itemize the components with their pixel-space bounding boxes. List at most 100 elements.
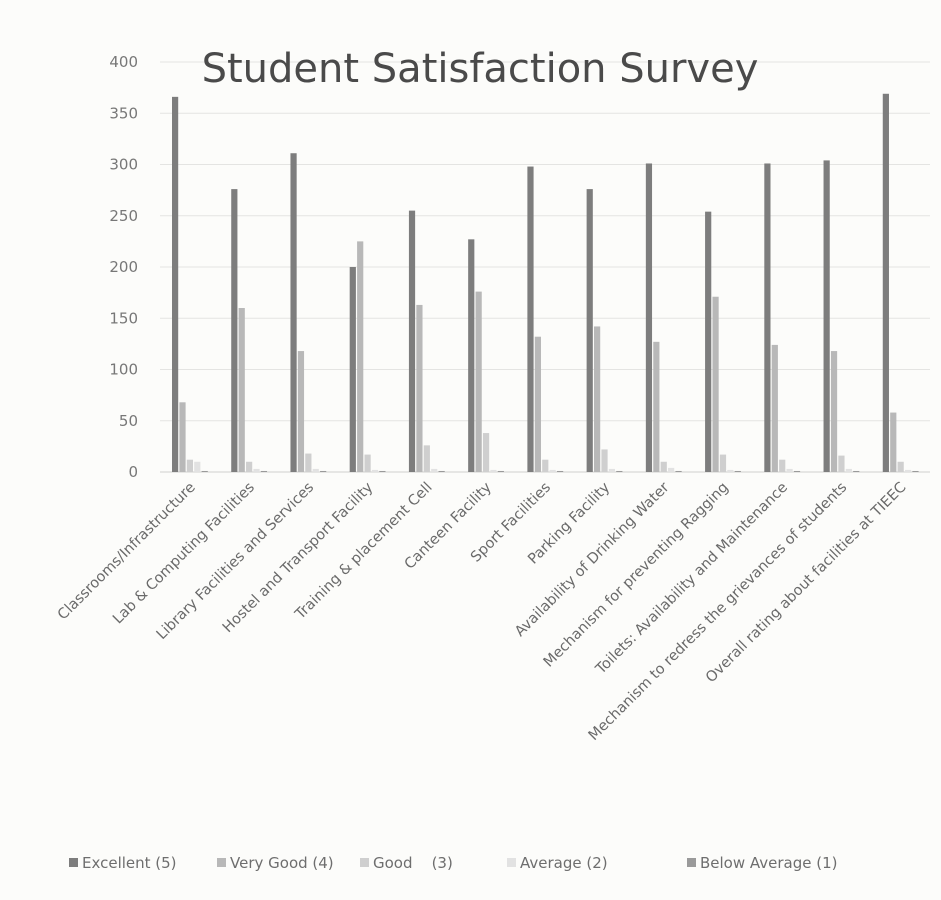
bar (897, 461, 904, 472)
legend-label: Excellent (5) (82, 854, 177, 872)
bar-group (645, 163, 682, 472)
bar (475, 291, 482, 472)
legend-item: Excellent (5) (69, 854, 177, 872)
legend-swatch (217, 858, 226, 867)
bar (771, 344, 778, 472)
bar (172, 96, 179, 472)
bar (786, 468, 793, 472)
y-tick-label: 150 (109, 309, 138, 327)
bar (371, 469, 379, 472)
bar (238, 308, 245, 472)
bar (764, 163, 771, 472)
y-tick-label: 350 (109, 104, 138, 122)
bar (231, 189, 238, 472)
bar (312, 468, 319, 472)
bar (830, 351, 838, 472)
bar (534, 336, 541, 472)
bar (823, 160, 830, 472)
bar (423, 445, 430, 472)
bar (408, 210, 416, 472)
gridlines (160, 61, 930, 473)
bar (653, 341, 660, 472)
bar (793, 470, 801, 472)
bar (260, 470, 268, 472)
legend-label: Very Good (4) (230, 854, 334, 872)
bar (468, 239, 475, 472)
legend: Excellent (5) Very Good (4) Good (3) Averag… (69, 854, 838, 872)
bar (179, 402, 186, 472)
bar (490, 469, 497, 472)
bar (542, 459, 549, 472)
bar (246, 461, 253, 472)
bar-group (764, 163, 801, 472)
bar (845, 468, 852, 472)
bar (364, 454, 371, 472)
bar (616, 470, 623, 472)
bar (608, 468, 616, 472)
bar (379, 470, 386, 472)
y-tick-label: 250 (109, 207, 138, 225)
bar-group (349, 241, 386, 472)
y-tick-label: 300 (109, 156, 138, 174)
bar (482, 433, 490, 472)
bar (779, 459, 786, 472)
legend-item: Good (3) (360, 854, 453, 872)
bar-group (586, 189, 623, 472)
bar-group (527, 166, 564, 473)
chart-title: Student Satisfaction Survey (202, 46, 759, 92)
bar (853, 470, 860, 472)
legend-label: Average (2) (520, 854, 608, 872)
y-axis-ticks: 0 50 100 150 200 250 300 350 400 (109, 53, 138, 481)
bar (660, 461, 667, 472)
bar (645, 163, 653, 472)
bar (882, 93, 889, 473)
bar (320, 470, 327, 472)
legend-item: Below Average (1) (687, 854, 838, 872)
y-tick-label: 400 (109, 53, 138, 71)
y-tick-label: 0 (128, 463, 138, 481)
bar-group (823, 160, 860, 472)
y-tick-label: 200 (109, 258, 138, 276)
y-tick-label: 100 (109, 361, 138, 379)
bar-group (468, 239, 504, 472)
bar (586, 189, 593, 472)
bar (305, 453, 312, 472)
legend-swatch (687, 858, 696, 867)
bar (556, 470, 564, 472)
bar (438, 470, 445, 472)
legend-label: Good (3) (373, 854, 453, 872)
legend-item: Average (2) (507, 854, 608, 872)
bar (527, 166, 534, 473)
y-tick-label: 50 (119, 412, 138, 430)
bar (705, 211, 712, 472)
bar (727, 469, 734, 472)
legend-item: Very Good (4) (217, 854, 334, 872)
legend-swatch (69, 858, 78, 867)
bar-group (705, 211, 741, 472)
bar (431, 468, 438, 472)
bar (297, 351, 305, 472)
bar (668, 467, 675, 472)
bar (290, 153, 297, 472)
legend-label: Below Average (1) (700, 854, 838, 872)
bar (357, 241, 364, 472)
bar (349, 267, 356, 472)
legend-swatch (507, 858, 516, 867)
bar (497, 470, 504, 472)
bar (719, 454, 727, 472)
bar-group (172, 96, 208, 472)
bar (890, 412, 897, 472)
bar-group (290, 153, 327, 472)
bar (912, 470, 919, 472)
bar (601, 449, 608, 472)
bar-group (408, 210, 445, 472)
bar (194, 461, 201, 472)
bar (594, 326, 601, 472)
bars (172, 93, 919, 473)
bar (549, 469, 556, 472)
bar (675, 470, 682, 472)
bar (201, 470, 208, 472)
